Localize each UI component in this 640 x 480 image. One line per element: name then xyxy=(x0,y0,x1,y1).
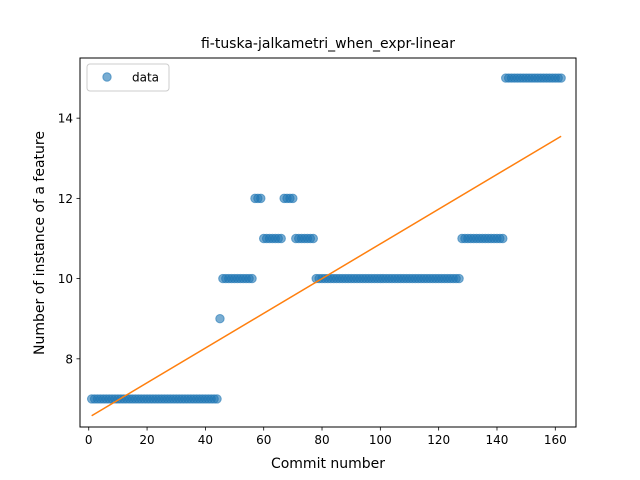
fit-line xyxy=(91,135,562,417)
axes-frame xyxy=(79,57,577,428)
x-tick-label: 140 xyxy=(486,433,509,447)
y-tick-label: 10 xyxy=(58,272,73,286)
x-tick-label: 20 xyxy=(139,433,154,447)
x-tick-label: 40 xyxy=(198,433,213,447)
data-point xyxy=(212,394,222,404)
data-point xyxy=(288,193,298,204)
data-point xyxy=(276,233,286,244)
y-axis: 8 10 12 14 xyxy=(58,112,80,366)
data-point xyxy=(556,73,566,83)
data-point xyxy=(498,233,508,244)
y-axis-label: Number of instance of a feature xyxy=(32,131,48,355)
data-point xyxy=(308,233,318,244)
data-point xyxy=(454,273,464,284)
legend-label-data: data xyxy=(132,71,159,85)
x-tick-label: 120 xyxy=(427,433,450,447)
chart-title: fi-tuska-jalkametri_when_expr-linear xyxy=(201,36,455,52)
x-axis-label: Commit number xyxy=(271,456,385,472)
y-tick-label: 12 xyxy=(58,192,73,206)
legend-box xyxy=(86,63,170,92)
x-tick-label: 60 xyxy=(256,433,271,447)
x-axis: 0 20 40 60 80 100 120 140 160 xyxy=(85,427,567,447)
y-tick-label: 8 xyxy=(65,352,73,366)
data-point xyxy=(256,193,266,204)
y-tick-label: 14 xyxy=(58,112,73,126)
x-tick-label: 160 xyxy=(544,433,567,447)
legend-marker-data xyxy=(102,72,112,82)
data-point xyxy=(247,273,257,284)
x-tick-label: 0 xyxy=(85,433,93,447)
data-point xyxy=(215,314,225,324)
plot-area xyxy=(79,57,577,428)
legend: data xyxy=(86,63,170,92)
x-tick-label: 80 xyxy=(314,433,329,447)
x-tick-label: 100 xyxy=(369,433,392,447)
